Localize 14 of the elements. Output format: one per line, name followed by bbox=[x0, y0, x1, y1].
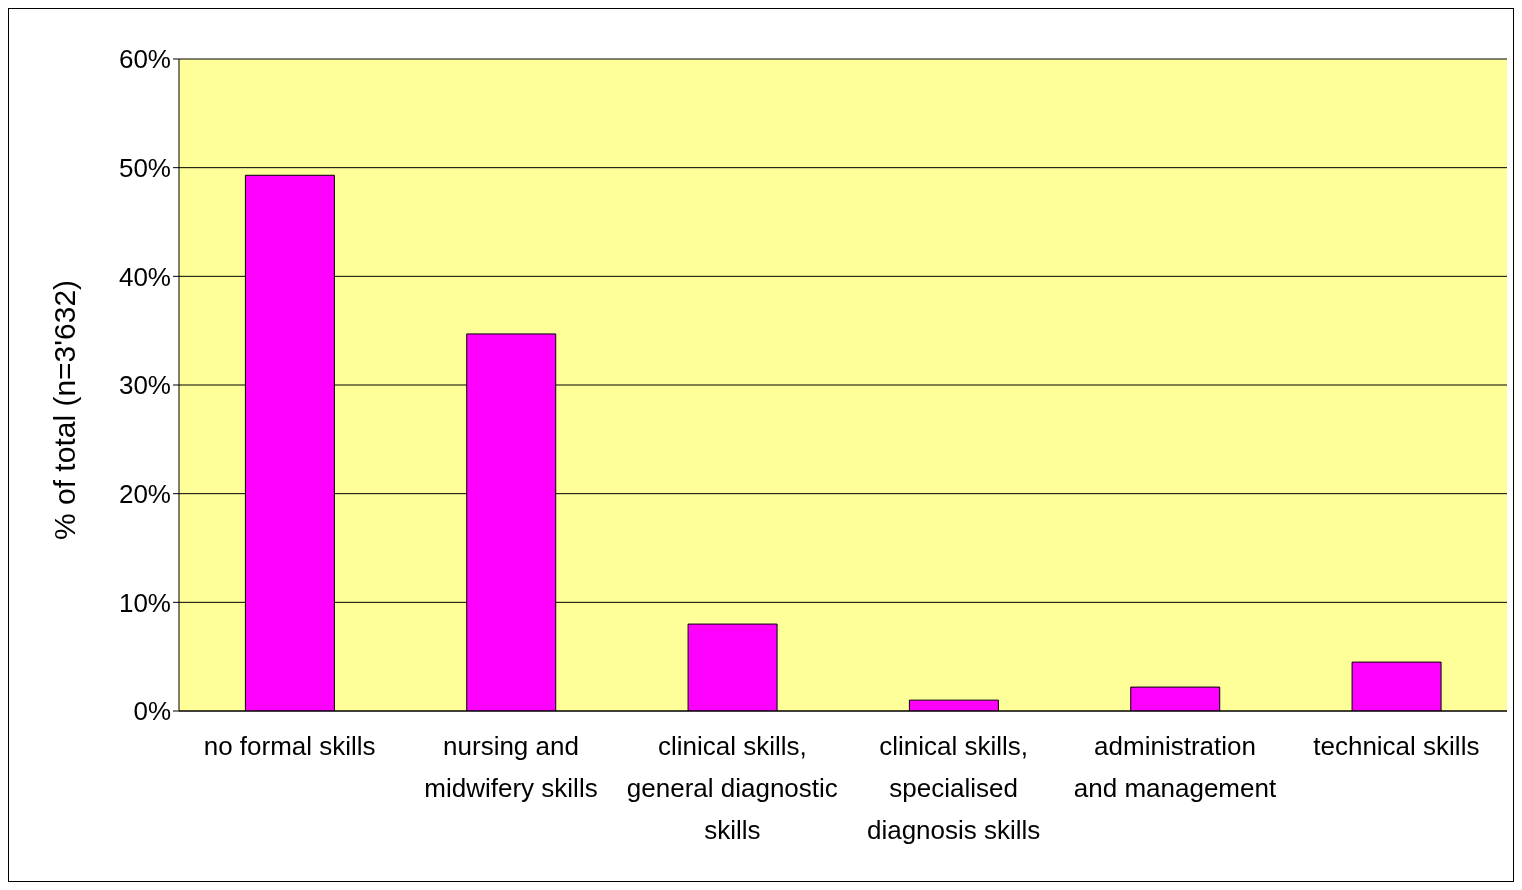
y-tick-label: 20% bbox=[118, 478, 171, 509]
x-tick-label: clinical skills, specialised diagnosis skills bbox=[866, 731, 1041, 845]
x-tick-label: administration and management bbox=[1073, 731, 1277, 804]
y-tick-label: 50% bbox=[118, 152, 171, 183]
y-tick-label: 40% bbox=[118, 261, 171, 292]
x-tick-label: nursing and midwifery skills bbox=[424, 731, 598, 804]
y-tick-label: 0% bbox=[133, 696, 171, 727]
x-tick-label: no formal skills bbox=[203, 731, 376, 762]
y-tick-label: 30% bbox=[118, 370, 171, 401]
x-tick-label: clinical skills, general diagnostic skills bbox=[626, 731, 838, 845]
y-axis-title: % of total (n=3'632) bbox=[47, 279, 81, 540]
y-tick-label: 10% bbox=[118, 587, 171, 618]
y-tick-label: 60% bbox=[118, 44, 171, 75]
x-tick-label: technical skills bbox=[1313, 731, 1480, 762]
